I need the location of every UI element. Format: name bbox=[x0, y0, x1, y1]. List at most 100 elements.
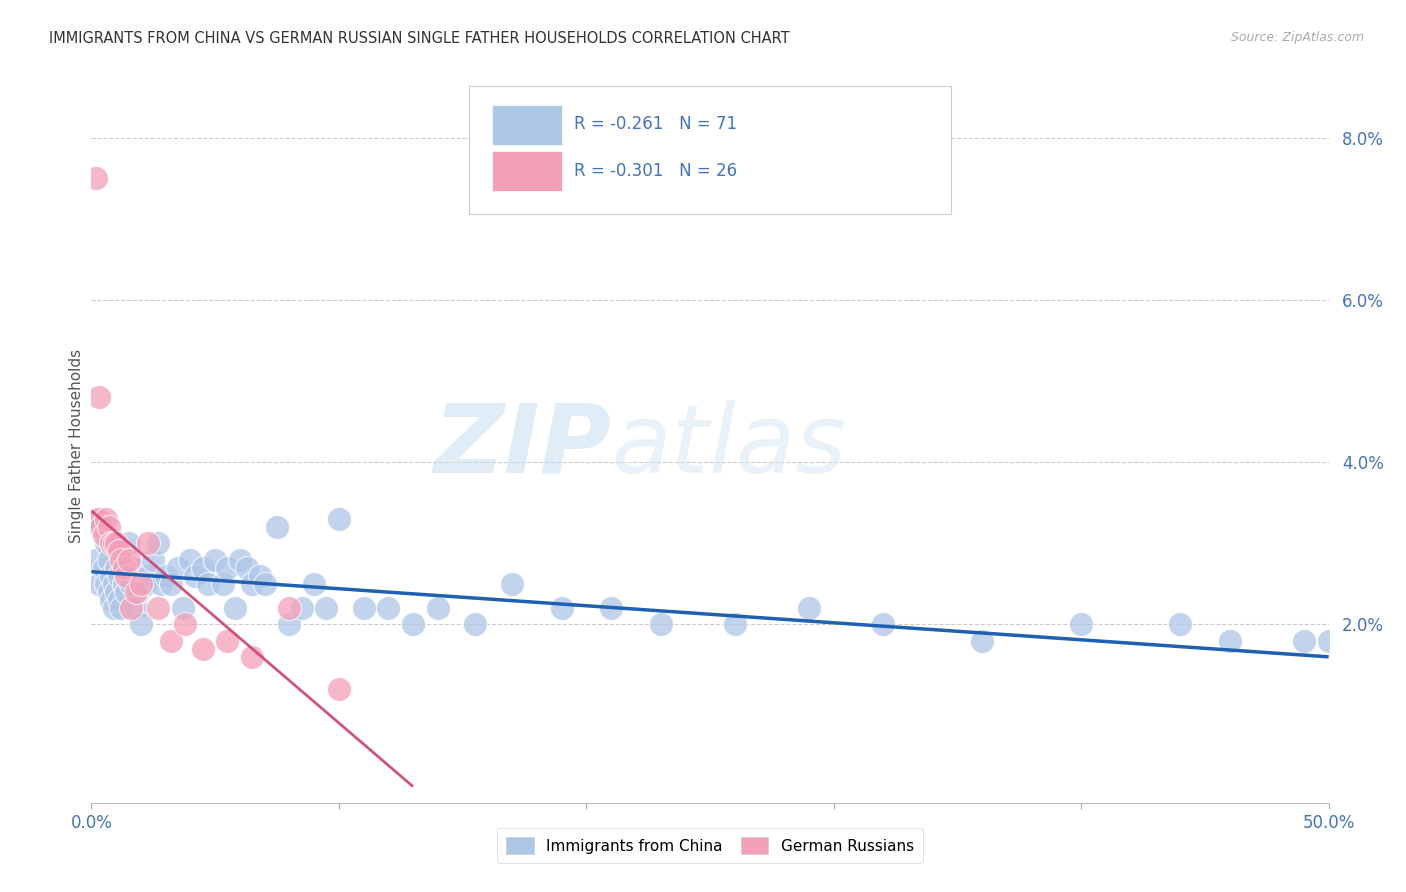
Point bbox=[426, 601, 449, 615]
Point bbox=[217, 633, 239, 648]
Point bbox=[1317, 633, 1340, 648]
Text: R = -0.301   N = 26: R = -0.301 N = 26 bbox=[574, 161, 737, 179]
Point bbox=[253, 577, 276, 591]
Point bbox=[127, 585, 149, 599]
Point bbox=[103, 601, 125, 615]
Point bbox=[87, 512, 110, 526]
Point bbox=[240, 649, 263, 664]
Point bbox=[377, 601, 399, 615]
FancyBboxPatch shape bbox=[468, 86, 952, 214]
Point bbox=[148, 601, 170, 615]
Point bbox=[550, 601, 572, 615]
Point bbox=[115, 585, 138, 599]
Point bbox=[100, 536, 122, 550]
Text: Source: ZipAtlas.com: Source: ZipAtlas.com bbox=[1230, 31, 1364, 45]
Point bbox=[97, 585, 120, 599]
Point bbox=[501, 577, 523, 591]
Point bbox=[112, 560, 135, 574]
Text: atlas: atlas bbox=[612, 400, 846, 492]
Point bbox=[107, 544, 129, 558]
Point bbox=[142, 552, 165, 566]
Point bbox=[172, 601, 194, 615]
Point bbox=[204, 552, 226, 566]
Point bbox=[191, 560, 214, 574]
Point bbox=[149, 577, 172, 591]
Text: ZIP: ZIP bbox=[433, 400, 612, 492]
Point bbox=[1168, 617, 1191, 632]
Point bbox=[100, 593, 122, 607]
Text: R = -0.261   N = 71: R = -0.261 N = 71 bbox=[574, 115, 737, 133]
Point bbox=[97, 520, 120, 534]
Point bbox=[972, 633, 994, 648]
Point bbox=[249, 568, 271, 582]
Point bbox=[107, 568, 129, 582]
Point bbox=[229, 552, 252, 566]
Y-axis label: Single Father Households: Single Father Households bbox=[69, 349, 84, 543]
Point bbox=[125, 601, 148, 615]
Point bbox=[86, 171, 108, 186]
Point bbox=[278, 617, 301, 632]
Point bbox=[224, 601, 246, 615]
Point bbox=[115, 568, 138, 582]
Point bbox=[117, 552, 139, 566]
Legend: Immigrants from China, German Russians: Immigrants from China, German Russians bbox=[498, 828, 922, 863]
Text: IMMIGRANTS FROM CHINA VS GERMAN RUSSIAN SINGLE FATHER HOUSEHOLDS CORRELATION CHA: IMMIGRANTS FROM CHINA VS GERMAN RUSSIAN … bbox=[49, 31, 790, 46]
Point bbox=[191, 641, 214, 656]
Point bbox=[86, 552, 108, 566]
Point bbox=[217, 560, 239, 574]
Point bbox=[650, 617, 672, 632]
Point bbox=[328, 682, 350, 697]
Point bbox=[96, 512, 118, 526]
Point bbox=[136, 536, 159, 550]
Point bbox=[117, 536, 139, 550]
Point bbox=[96, 577, 118, 591]
Point bbox=[1070, 617, 1092, 632]
Point bbox=[103, 577, 125, 591]
Point bbox=[167, 560, 190, 574]
Point bbox=[797, 601, 820, 615]
Point bbox=[353, 601, 375, 615]
Point bbox=[129, 617, 152, 632]
Point bbox=[86, 512, 108, 526]
Point bbox=[90, 520, 112, 534]
Point bbox=[236, 560, 259, 574]
Point bbox=[100, 568, 122, 582]
Point bbox=[105, 560, 128, 574]
Point bbox=[1219, 633, 1241, 648]
Point bbox=[159, 577, 181, 591]
Point bbox=[110, 552, 132, 566]
Point bbox=[93, 560, 115, 574]
Point bbox=[97, 552, 120, 566]
Point bbox=[174, 617, 197, 632]
Point bbox=[129, 577, 152, 591]
Point bbox=[125, 585, 148, 599]
Point bbox=[184, 568, 207, 582]
Point bbox=[197, 577, 219, 591]
Point bbox=[402, 617, 425, 632]
Point bbox=[278, 601, 301, 615]
Point bbox=[103, 536, 125, 550]
Point bbox=[328, 512, 350, 526]
Point bbox=[1292, 633, 1315, 648]
Point bbox=[266, 520, 288, 534]
Point bbox=[600, 601, 623, 615]
Point bbox=[240, 577, 263, 591]
Point bbox=[87, 577, 110, 591]
Point bbox=[136, 568, 159, 582]
FancyBboxPatch shape bbox=[492, 105, 561, 145]
Point bbox=[872, 617, 894, 632]
Point bbox=[105, 536, 128, 550]
Point bbox=[211, 577, 233, 591]
Point bbox=[291, 601, 314, 615]
Point bbox=[96, 536, 118, 550]
Point bbox=[122, 560, 145, 574]
Point bbox=[112, 577, 135, 591]
Point bbox=[110, 601, 132, 615]
Point bbox=[179, 552, 201, 566]
Point bbox=[724, 617, 747, 632]
Point bbox=[87, 390, 110, 404]
Point bbox=[120, 601, 142, 615]
Point bbox=[464, 617, 486, 632]
Point bbox=[90, 520, 112, 534]
Point bbox=[159, 633, 181, 648]
